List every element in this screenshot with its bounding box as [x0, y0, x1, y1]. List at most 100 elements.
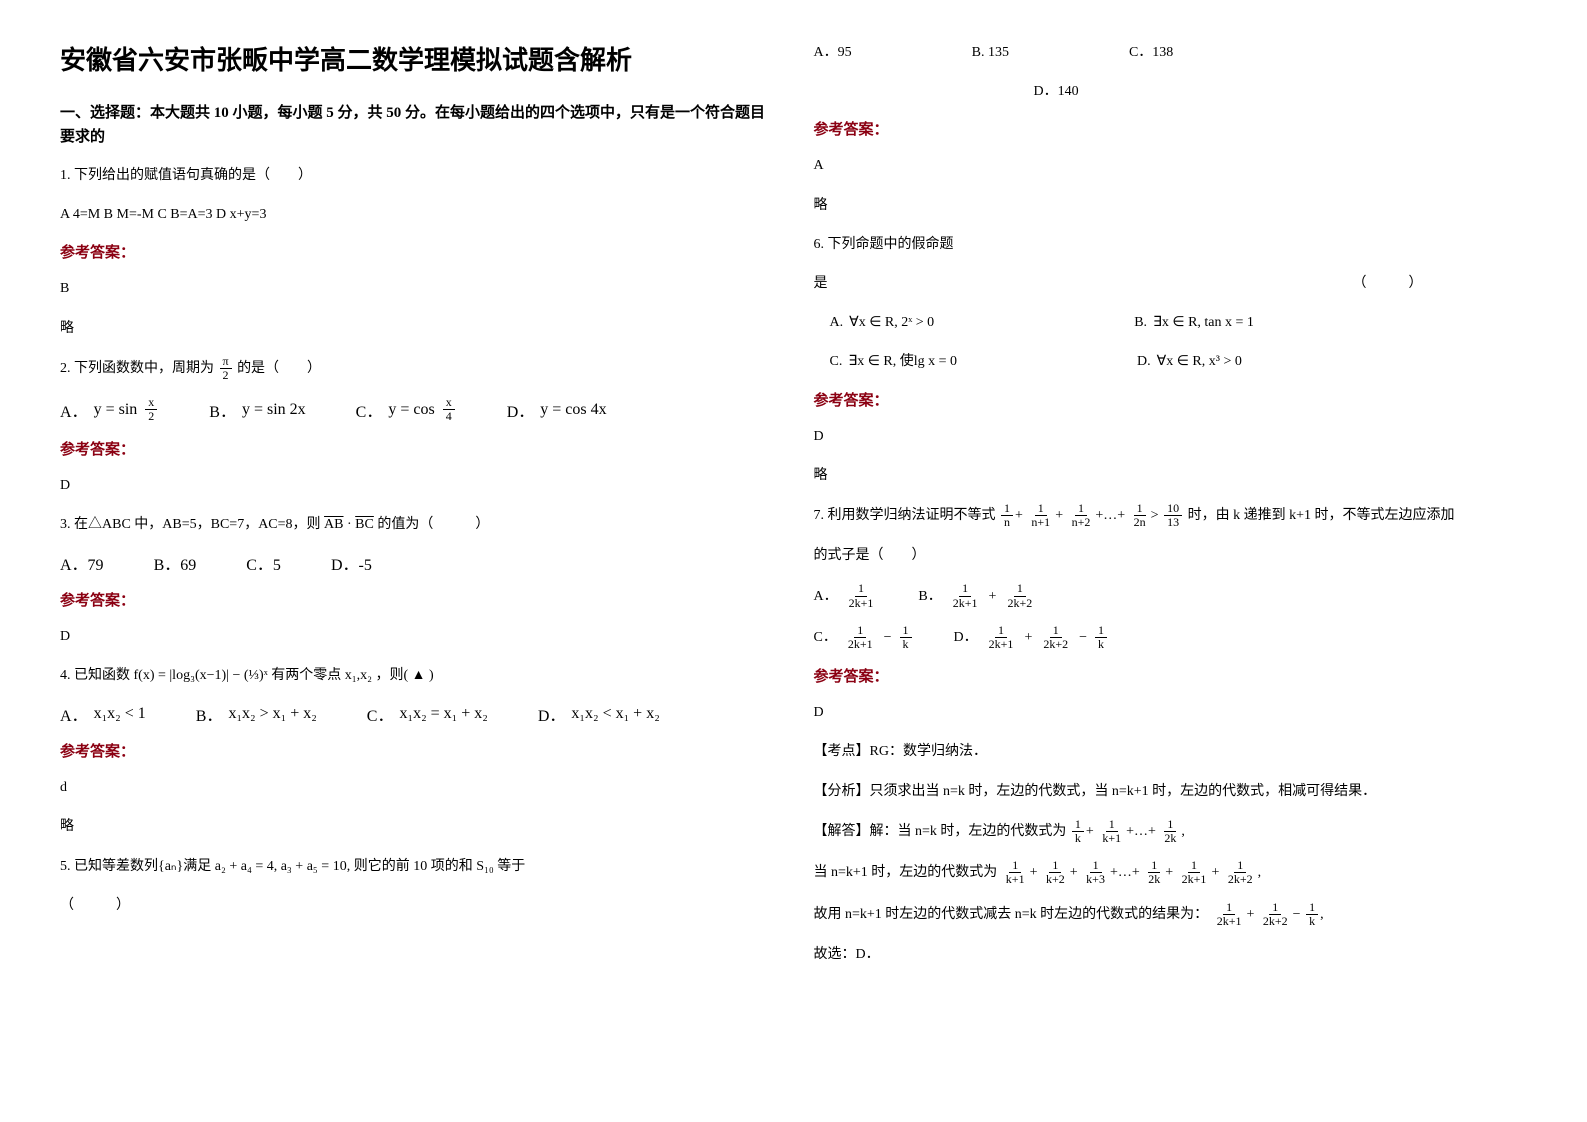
q4-answer: d — [60, 775, 774, 800]
q6-answer: D — [814, 424, 1528, 449]
q7c0d: n — [1001, 516, 1013, 529]
q7-line2: 的式子是（ ） — [814, 543, 1528, 568]
s3f0d: 2k+1 — [1214, 915, 1245, 928]
q2-optB: B． y = sin 2x — [209, 396, 305, 423]
q4-optD-math: x₁x₂ < x₁ + x₂ — [571, 705, 659, 723]
s2f5d: 2k+2 — [1225, 873, 1256, 886]
q2-optA-math: y = sin — [94, 401, 138, 419]
s2f4n: 1 — [1188, 859, 1200, 873]
q2-optD: D． y = cos 4x — [507, 396, 607, 423]
s2f2n: 1 — [1090, 859, 1102, 873]
q4-optA-label: A． — [60, 702, 88, 726]
q7-answer-label: 参考答案： — [814, 665, 1528, 686]
q7c4d: 13 — [1164, 516, 1182, 529]
q5-optA: A．95 — [814, 40, 852, 65]
q3-answer-label: 参考答案： — [60, 589, 774, 610]
s2f2d: k+3 — [1083, 873, 1108, 886]
section-heading: 一、选择题：本大题共 10 小题，每小题 5 分，共 50 分。在每小题给出的四… — [60, 101, 774, 149]
q3-optB: B．69 — [154, 551, 197, 575]
q7-optC-minus: − — [884, 625, 892, 650]
q7c1n: 1 — [1035, 502, 1047, 516]
q2-suffix: 的是（ ） — [237, 361, 321, 376]
q2-optD-math: y = cos 4x — [540, 401, 606, 419]
q5-answer: A — [814, 153, 1528, 178]
s1f2n: 1 — [1164, 818, 1176, 832]
q4-optC-math: x₁x₂ = x₁ + x₂ — [399, 705, 487, 723]
q2-options: A． y = sin x 2 B． y = sin 2x C． y = cos … — [60, 396, 774, 423]
s3f1d: 2k+2 — [1260, 915, 1291, 928]
q4-optB-math: x₁x₂ > x₁ + x₂ — [228, 705, 316, 723]
q7B1d: 2k+1 — [950, 597, 981, 610]
q2-optA-frac-den: 2 — [145, 410, 157, 423]
q5-optC: C．138 — [1129, 40, 1173, 65]
q4-optD: D． x₁x₂ < x₁ + x₂ — [538, 702, 660, 726]
left-column: 安徽省六安市张畈中学高二数学理模拟试题含解析 一、选择题：本大题共 10 小题，… — [60, 40, 774, 1082]
q7-answer: D — [814, 700, 1528, 725]
q3-text: 3. 在△ABC 中，AB=5，BC=7，AC=8，则 AB · BC 的值为（… — [60, 512, 774, 537]
q7-fenxi: 【分析】只须求出当 n=k 时，左边的代数式，当 n=k+1 时，左边的代数式，… — [814, 779, 1528, 804]
q2-optC-math: y = cos — [388, 401, 434, 419]
s1f0d: k — [1072, 832, 1084, 845]
q7D3n: 1 — [1095, 624, 1107, 638]
q6-options-row1: A. ∀x ∈ R, 2ˣ > 0 B. ∃x ∈ R, tan x = 1 — [814, 310, 1528, 335]
exam-page: 安徽省六安市张畈中学高二数学理模拟试题含解析 一、选择题：本大题共 10 小题，… — [60, 40, 1527, 1082]
q1-answer: B — [60, 276, 774, 301]
q5-math: a₂ + a₄ = 4, a₃ + a₅ = 10, — [215, 859, 350, 874]
q7C2n: 1 — [900, 624, 912, 638]
q7c3d: 2n — [1131, 516, 1149, 529]
q5-optB: B. 135 — [972, 40, 1009, 65]
s2f4d: 2k+1 — [1179, 873, 1210, 886]
q7An: 1 — [855, 582, 867, 596]
q7-sol2-prefix: 当 n=k+1 时，左边的代数式为 — [814, 865, 998, 880]
q6-optD-math: ∀x ∈ R, x³ > 0 — [1157, 349, 1242, 374]
q1-options: A 4=M B M=-M C B=A=3 D x+y=3 — [60, 202, 774, 227]
q7-sol-final: 故选：D． — [814, 942, 1528, 967]
s3f2n: 1 — [1306, 901, 1318, 915]
q7c2n: 1 — [1075, 502, 1087, 516]
right-column: A．95 B. 135 C．138 D．140 参考答案： A 略 6. 下列命… — [814, 40, 1528, 1082]
q2-optA-frac-num: x — [145, 396, 157, 410]
q6-text1: 6. 下列命题中的假命题 — [814, 232, 1528, 257]
q4-prefix: 4. 已知函数 — [60, 668, 130, 683]
q7-kaodian: 【考点】RG：数学归纳法． — [814, 739, 1528, 764]
q7c1d: n+1 — [1028, 516, 1053, 529]
q4-optB: B． x₁x₂ > x₁ + x₂ — [196, 702, 317, 726]
q2-prefix: 2. 下列函数数中，周期为 — [60, 361, 214, 376]
q3-vec1: AB — [324, 517, 343, 532]
q4-options: A． x₁x₂ < 1 B． x₁x₂ > x₁ + x₂ C． x₁x₂ = … — [60, 702, 774, 726]
q6-optB: B. ∃x ∈ R, tan x = 1 — [1134, 310, 1254, 335]
q4-optD-label: D． — [538, 702, 566, 726]
q6-optD-label: D. — [1137, 349, 1151, 374]
q7-suffix: 时，由 k 递推到 k+1 时，不等式左边应添加 — [1188, 508, 1455, 523]
q2-text: 2. 下列函数数中，周期为 π 2 的是（ ） — [60, 355, 774, 382]
s2f0d: k+1 — [1003, 873, 1028, 886]
q7-optB-label: B． — [918, 584, 941, 609]
q2-optC-label: C． — [356, 398, 383, 422]
q7-optD-label: D． — [954, 625, 978, 650]
q6-optA-math: ∀x ∈ R, 2ˣ > 0 — [849, 310, 934, 335]
q7B1n: 1 — [959, 582, 971, 596]
exam-title: 安徽省六安市张畈中学高二数学理模拟试题含解析 — [60, 40, 774, 77]
q5-suffix: 则它的前 10 项的和 S₁₀ 等于 — [354, 859, 526, 874]
q7D2n: 1 — [1050, 624, 1062, 638]
q7-options-row1: A． 12k+1 B． 12k+1 + 12k+2 — [814, 582, 1528, 609]
q4-optA: A． x₁x₂ < 1 — [60, 702, 146, 726]
q5-note: 略 — [814, 193, 1528, 218]
q2-optB-math: y = sin 2x — [242, 401, 306, 419]
q3-optD: D．-5 — [331, 551, 372, 575]
q5-options-row1: A．95 B. 135 C．138 — [814, 40, 1528, 65]
s3f2d: k — [1306, 915, 1318, 928]
q7-optD-plus: + — [1024, 625, 1032, 650]
q7-optA: A． 12k+1 — [814, 582, 879, 609]
s1f0n: 1 — [1072, 818, 1084, 832]
q7-optB: B． 12k+1 + 12k+2 — [918, 582, 1037, 609]
q4-optC: C． x₁x₂ = x₁ + x₂ — [367, 702, 488, 726]
q2-optA-frac: x 2 — [145, 396, 157, 423]
q4-optA-math: x₁x₂ < 1 — [94, 705, 146, 723]
s3f1n: 1 — [1269, 901, 1281, 915]
s2f1n: 1 — [1049, 859, 1061, 873]
q6-options-row2: C. ∃x ∈ R, 使lg x = 0 D. ∀x ∈ R, x³ > 0 — [814, 349, 1528, 374]
q7c2d: n+2 — [1069, 516, 1094, 529]
q7c3n: 1 — [1134, 502, 1146, 516]
q1-note: 略 — [60, 316, 774, 341]
